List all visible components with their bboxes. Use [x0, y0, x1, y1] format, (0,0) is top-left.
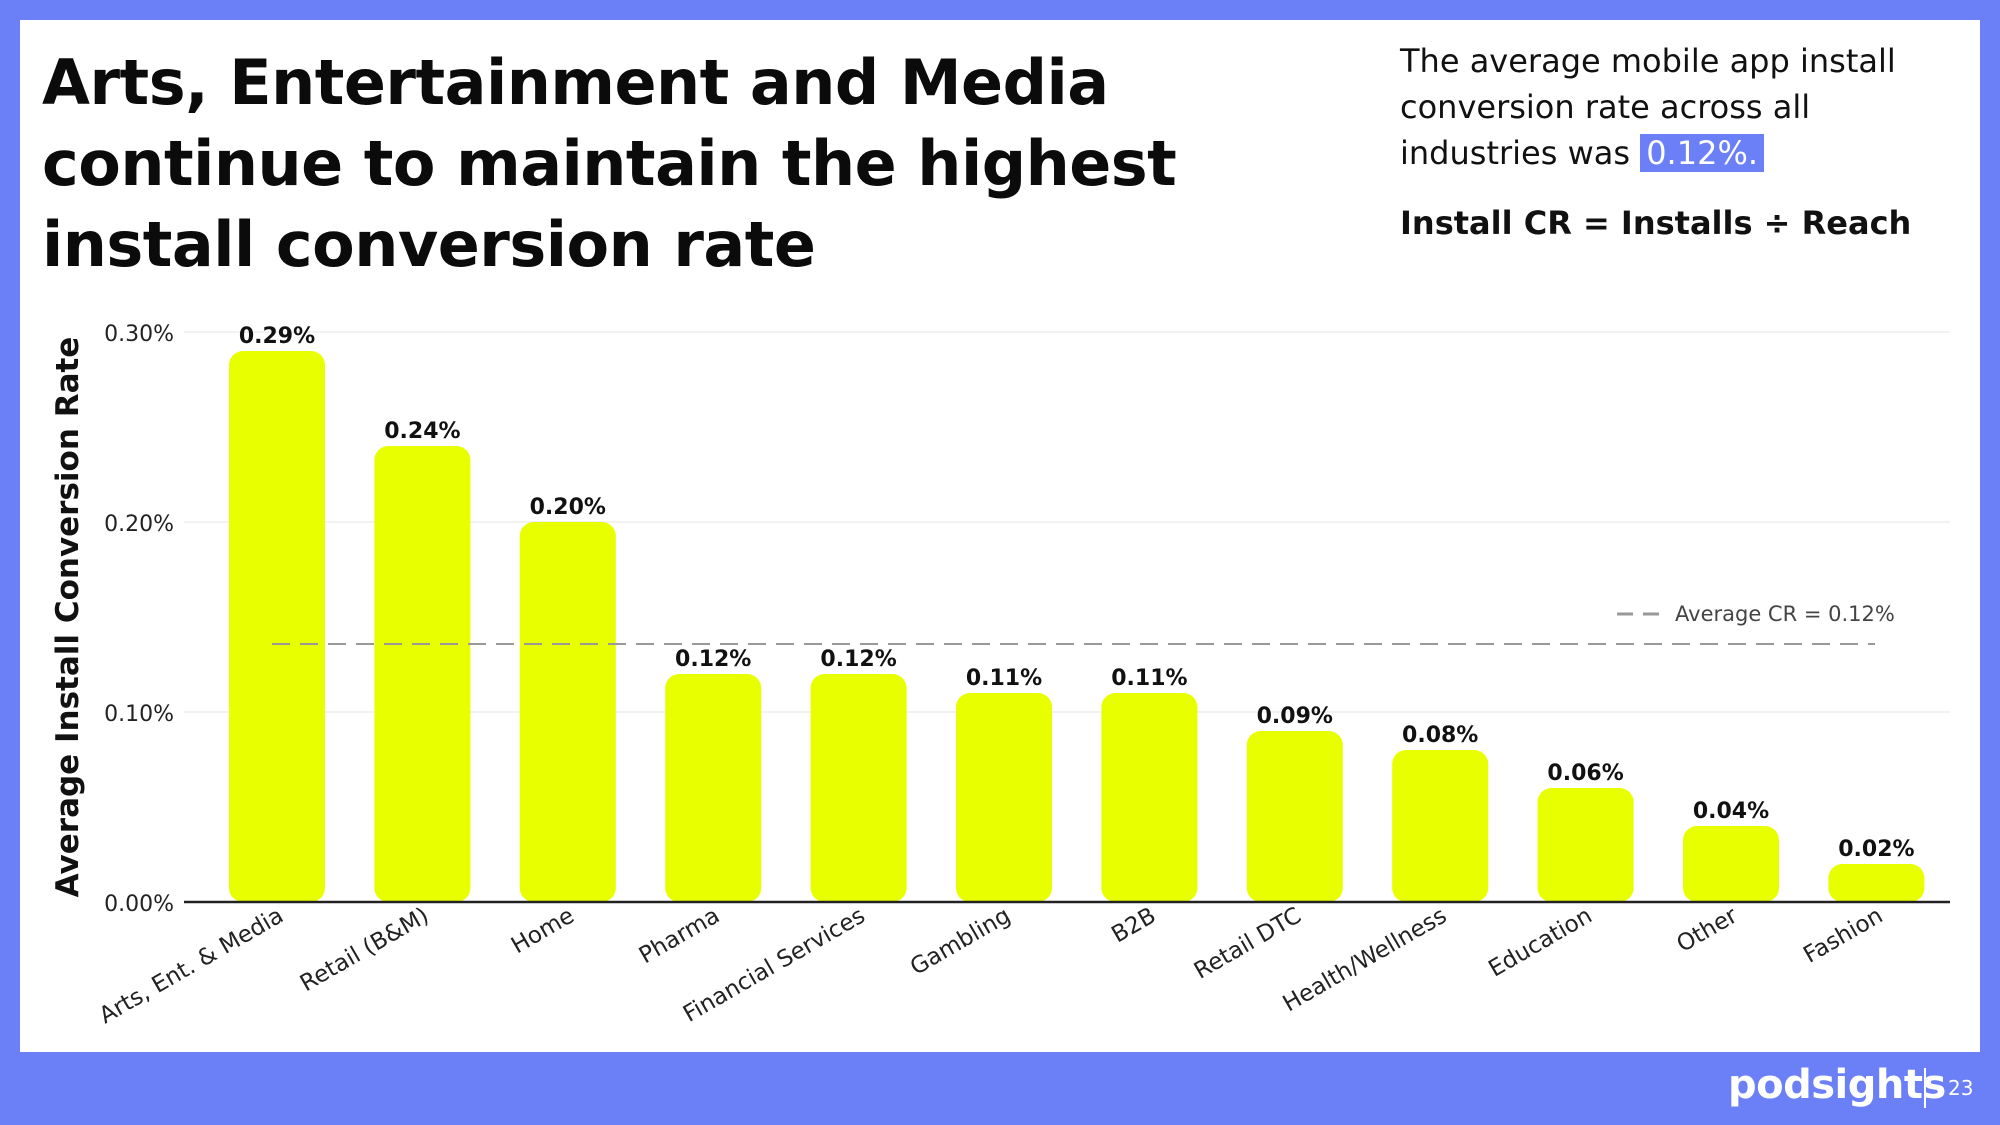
- category-label: Gambling: [906, 903, 1015, 981]
- bar: [1392, 750, 1489, 902]
- y-tick-label: 0.00%: [104, 892, 174, 917]
- y-tick-label: 0.20%: [104, 512, 174, 537]
- average-note-text: The average mobile app install conversio…: [1400, 42, 1896, 172]
- category-label: Home: [507, 903, 579, 959]
- bar-value-label: 0.11%: [966, 666, 1042, 691]
- category-label: Pharma: [635, 903, 724, 970]
- category-label: Retail (B&M): [296, 903, 434, 997]
- bar-value-label: 0.12%: [820, 647, 896, 672]
- y-axis-title: Average Install Conversion Rate: [50, 337, 86, 898]
- category-label: Education: [1484, 903, 1596, 983]
- bar-value-label: 0.08%: [1402, 723, 1478, 748]
- average-highlight: 0.12%.: [1640, 134, 1765, 172]
- bar-value-label: 0.09%: [1257, 704, 1333, 729]
- bar: [519, 522, 616, 902]
- category-label: Arts, Ent. & Media: [95, 903, 288, 1029]
- bar-value-label: 0.04%: [1693, 799, 1769, 824]
- category-label: Retail DTC: [1190, 903, 1306, 985]
- bar-value-label: 0.29%: [239, 324, 315, 349]
- slide-title: Arts, Entertainment and Media continue t…: [42, 46, 1177, 281]
- bar-value-label: 0.06%: [1547, 761, 1623, 786]
- y-tick-label: 0.10%: [104, 702, 174, 727]
- average-note: The average mobile app install conversio…: [1400, 38, 1940, 176]
- category-label: Health/Wellness: [1279, 903, 1452, 1018]
- bar: [1101, 693, 1198, 902]
- bar-value-label: 0.02%: [1838, 837, 1914, 862]
- bar: [1828, 864, 1925, 902]
- bar: [229, 351, 325, 902]
- bar: [810, 674, 907, 902]
- page-number: 23: [1948, 1076, 1974, 1100]
- bar: [1246, 731, 1343, 902]
- bar-value-label: 0.20%: [530, 495, 606, 520]
- bar: [374, 446, 471, 902]
- bar: [665, 674, 762, 902]
- bar-value-label: 0.12%: [675, 647, 751, 672]
- formula-text: Install CR = Installs ÷ Reach: [1400, 204, 1912, 242]
- bar: [1537, 788, 1634, 902]
- legend-label: Average CR = 0.12%: [1675, 602, 1895, 626]
- brand-logo: podsights: [1728, 1062, 1946, 1108]
- category-label: Other: [1672, 902, 1742, 957]
- bar-value-label: 0.11%: [1111, 666, 1187, 691]
- bar: [1683, 826, 1779, 902]
- category-label: Fashion: [1799, 903, 1887, 969]
- category-label: B2B: [1107, 903, 1160, 949]
- bar: [956, 693, 1052, 902]
- y-tick-label: 0.30%: [104, 322, 174, 347]
- bar-value-label: 0.24%: [384, 419, 460, 444]
- footer-divider: [1924, 1068, 1926, 1108]
